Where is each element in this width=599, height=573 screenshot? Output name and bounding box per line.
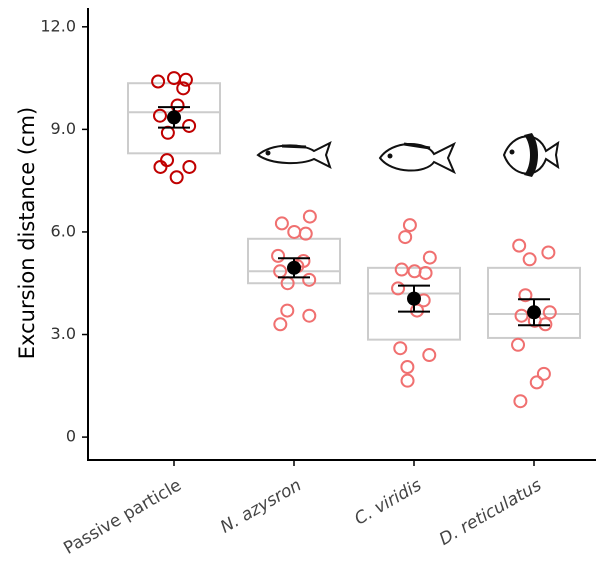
data-point — [418, 265, 433, 280]
data-point — [542, 305, 557, 320]
mean-point — [407, 291, 421, 306]
fish-icon — [256, 141, 332, 169]
data-point — [394, 262, 409, 277]
data-point — [153, 159, 168, 174]
data-point — [274, 216, 289, 231]
data-point — [302, 272, 317, 287]
data-point — [511, 337, 526, 352]
x-tick-label: N. azysron — [217, 475, 305, 537]
data-point — [529, 375, 544, 390]
data-point — [182, 118, 197, 133]
data-point — [391, 281, 406, 296]
data-point — [151, 74, 166, 89]
y-tick-label: 12.0 — [40, 16, 76, 35]
data-point — [514, 308, 529, 323]
fish-icon — [502, 133, 560, 177]
fish-icon — [378, 141, 456, 175]
data-point — [160, 153, 175, 168]
data-point — [422, 348, 437, 363]
data-point — [178, 72, 193, 87]
data-point — [169, 170, 184, 185]
mean-point — [167, 110, 181, 125]
y-tick-label: 0 — [66, 427, 76, 446]
data-point — [400, 373, 415, 388]
data-point — [402, 218, 417, 233]
data-point — [538, 317, 553, 332]
data-point — [298, 226, 313, 241]
mean-point — [527, 305, 541, 320]
x-tick-label: D. reticulatus — [436, 475, 545, 550]
data-point — [302, 209, 317, 224]
data-point — [513, 394, 528, 409]
x-tick-label: C. viridis — [351, 475, 425, 529]
data-point — [410, 303, 425, 318]
data-point — [280, 303, 295, 318]
y-axis-label: Excursion distance (cm) — [15, 107, 39, 359]
data-point — [182, 159, 197, 174]
y-tick-label: 9.0 — [51, 119, 76, 138]
data-point — [287, 224, 302, 239]
mean-point — [287, 260, 301, 275]
y-tick-label: 3.0 — [51, 324, 76, 343]
data-point — [393, 341, 408, 356]
data-point — [398, 230, 413, 245]
data-point — [400, 360, 415, 375]
data-point — [152, 108, 167, 123]
box — [487, 266, 581, 339]
data-point — [176, 81, 191, 96]
data-point — [512, 238, 527, 253]
y-tick-label: 6.0 — [51, 221, 76, 240]
data-point — [518, 288, 533, 303]
data-point — [273, 317, 288, 332]
data-point — [536, 366, 551, 381]
data-point — [271, 248, 286, 263]
data-point — [422, 250, 437, 265]
x-tick-label: Passive particle — [60, 475, 185, 559]
data-point — [302, 308, 317, 323]
data-point — [541, 245, 556, 260]
data-point — [522, 252, 537, 267]
box — [367, 266, 461, 341]
